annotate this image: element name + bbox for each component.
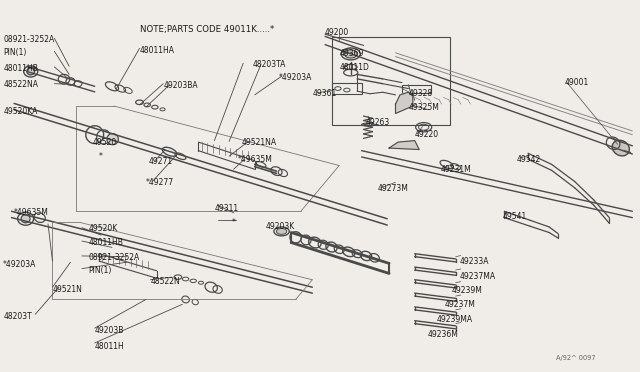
Text: *49203A: *49203A: [278, 73, 312, 82]
Text: 08921-3252A: 08921-3252A: [3, 35, 54, 44]
Text: 49521N: 49521N: [52, 285, 83, 294]
Text: 49203BA: 49203BA: [163, 81, 198, 90]
Text: 49237MA: 49237MA: [460, 272, 495, 280]
Text: 48011H: 48011H: [95, 342, 124, 351]
Text: 49237M: 49237M: [445, 300, 476, 309]
Text: PIN(1): PIN(1): [3, 48, 27, 57]
Text: 48011HB: 48011HB: [88, 238, 123, 247]
Text: 49220: 49220: [415, 130, 439, 139]
Text: 48011HB: 48011HB: [3, 64, 38, 73]
Text: 49361: 49361: [312, 89, 337, 98]
Text: 49311: 49311: [215, 204, 239, 213]
Text: 48011HA: 48011HA: [140, 46, 175, 55]
Text: 49231M: 49231M: [440, 165, 471, 174]
Ellipse shape: [107, 134, 118, 145]
Text: 49200: 49200: [325, 28, 349, 37]
Bar: [332, 37, 450, 125]
Text: *49203A: *49203A: [3, 260, 36, 269]
Text: 49203B: 49203B: [95, 326, 124, 335]
Text: 48203TA: 48203TA: [253, 60, 286, 69]
Text: 48011D: 48011D: [339, 63, 369, 72]
Ellipse shape: [612, 140, 629, 156]
Text: 49521NA: 49521NA: [242, 138, 277, 147]
Ellipse shape: [344, 50, 357, 58]
Text: 48522NA: 48522NA: [3, 80, 38, 89]
Text: 49520KA: 49520KA: [3, 107, 38, 116]
Text: *49635M: *49635M: [14, 208, 49, 217]
Text: 49520K: 49520K: [88, 224, 118, 233]
Text: *: *: [99, 152, 103, 161]
Bar: [332, 83, 362, 94]
Text: 49369: 49369: [339, 49, 364, 58]
Text: 49520: 49520: [93, 138, 117, 147]
Text: 49233A: 49233A: [460, 257, 489, 266]
Text: 49001: 49001: [564, 78, 589, 87]
Text: 49203K: 49203K: [266, 222, 295, 231]
Text: 49328: 49328: [408, 89, 433, 98]
Text: 49541: 49541: [502, 212, 527, 221]
Text: 48522N: 48522N: [150, 278, 180, 286]
Ellipse shape: [27, 68, 35, 75]
Text: *49635M: *49635M: [238, 155, 273, 164]
Polygon shape: [389, 141, 419, 150]
Text: 48203T: 48203T: [3, 312, 32, 321]
Text: 49542: 49542: [517, 155, 541, 164]
Text: 49273M: 49273M: [378, 185, 408, 193]
Text: 49263: 49263: [366, 118, 390, 126]
Text: 49239MA: 49239MA: [436, 315, 472, 324]
Text: 08921-3252A: 08921-3252A: [88, 253, 140, 262]
Ellipse shape: [21, 215, 30, 223]
Text: *49277: *49277: [146, 178, 174, 187]
Ellipse shape: [276, 228, 287, 234]
Text: PIN(1): PIN(1): [88, 266, 112, 275]
Text: NOTE;PARTS CODE 49011K.....*: NOTE;PARTS CODE 49011K.....*: [140, 25, 274, 33]
Polygon shape: [396, 92, 413, 113]
Text: 49239M: 49239M: [451, 286, 482, 295]
Text: *: *: [232, 218, 236, 227]
Bar: [402, 85, 431, 93]
Text: A/92^ 0097: A/92^ 0097: [556, 355, 595, 361]
Text: 49325M: 49325M: [408, 103, 439, 112]
Text: 49236M: 49236M: [428, 330, 458, 339]
Text: 49271: 49271: [148, 157, 173, 166]
